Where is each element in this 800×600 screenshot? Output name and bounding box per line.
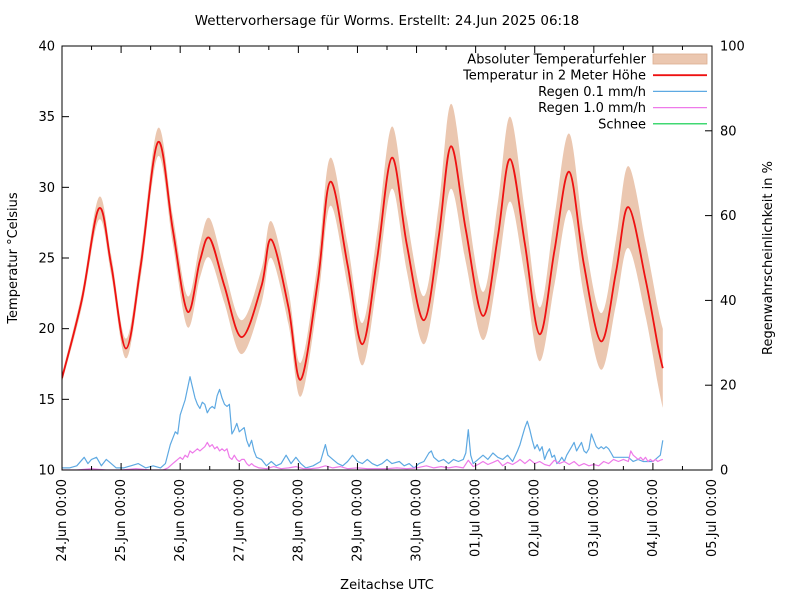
axes-layer: 24.Jun 00:00 25.Jun 00:00 26.Jun 00:00 27.J…	[38, 40, 744, 562]
x-tick-label: 05.Jul 00:00	[705, 479, 720, 557]
y-left-tick-label: 10	[38, 464, 55, 479]
x-tick-label: 26.Jun 00:00	[173, 479, 188, 562]
y-left-tick-label: 15	[38, 393, 55, 408]
legend-label: Regen 0.1 mm/h	[538, 85, 646, 100]
chart-title: Wettervorhersage für Worms. Erstellt: 24…	[195, 13, 580, 29]
y-right-axis-label: Regenwahrscheinlichkeit in %	[761, 161, 776, 355]
y-right-tick-label: 100	[720, 40, 745, 55]
x-tick-label: 27.Jun 00:00	[232, 479, 247, 562]
x-tick-label: 30.Jun 00:00	[410, 479, 425, 562]
x-axis-label: Zeitachse UTC	[340, 578, 434, 593]
temperature-line	[62, 141, 664, 381]
y-left-tick-label: 35	[38, 110, 55, 125]
legend-label: Temperatur in 2 Meter Höhe	[462, 69, 646, 84]
y-left-tick-label: 30	[38, 181, 55, 196]
y-right-tick-label: 60	[720, 209, 737, 224]
x-tick-label: 03.Jul 00:00	[587, 479, 602, 557]
y-right-tick-label: 20	[720, 379, 737, 394]
temperature-error-band	[62, 103, 663, 408]
rain-10-line	[62, 441, 663, 470]
x-tick-label: 28.Jun 00:00	[291, 479, 306, 562]
y-right-tick-label: 0	[720, 464, 728, 479]
y-left-tick-label: 25	[38, 252, 55, 267]
legend-label: Schnee	[598, 117, 646, 132]
legend-band-swatch	[652, 53, 708, 65]
x-tick-label: 04.Jul 00:00	[646, 479, 661, 557]
y-right-tick-label: 40	[720, 294, 737, 309]
y-right-tick-label: 80	[720, 124, 737, 139]
x-tick-label: 01.Jul 00:00	[469, 479, 484, 557]
x-tick-label: 24.Jun 00:00	[55, 479, 70, 562]
x-tick-label: 25.Jun 00:00	[114, 479, 129, 562]
y-left-tick-label: 40	[38, 40, 55, 55]
legend-label: Absoluter Temperaturfehler	[467, 53, 646, 68]
legend-label: Regen 1.0 mm/h	[538, 101, 646, 116]
rain-01-line	[62, 376, 664, 469]
series-layer	[62, 103, 664, 470]
y-left-tick-label: 20	[38, 322, 55, 337]
x-tick-label: 29.Jun 00:00	[350, 479, 365, 562]
x-tick-label: 02.Jul 00:00	[528, 479, 543, 557]
y-left-axis-label: Temperatur °Celsius	[6, 192, 21, 325]
